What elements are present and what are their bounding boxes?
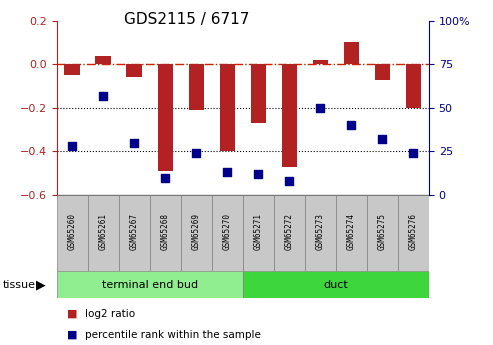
Text: GSM65276: GSM65276 xyxy=(409,213,418,250)
Bar xyxy=(344,42,359,64)
Text: GSM65268: GSM65268 xyxy=(161,213,170,250)
Text: log2 ratio: log2 ratio xyxy=(85,309,136,319)
Text: ■: ■ xyxy=(67,309,77,319)
Bar xyxy=(336,195,367,271)
Bar xyxy=(65,64,80,75)
Bar xyxy=(313,60,328,64)
Text: GSM65269: GSM65269 xyxy=(192,213,201,250)
Point xyxy=(161,175,169,180)
Text: ■: ■ xyxy=(67,330,77,339)
Point xyxy=(379,136,387,142)
Text: GSM65261: GSM65261 xyxy=(99,213,108,250)
Text: GSM65267: GSM65267 xyxy=(130,213,139,250)
Bar xyxy=(119,195,150,271)
Bar xyxy=(243,271,429,298)
Point xyxy=(223,169,231,175)
Point xyxy=(99,93,107,98)
Point xyxy=(68,144,76,149)
Point xyxy=(348,122,355,128)
Bar xyxy=(157,64,173,171)
Bar xyxy=(282,64,297,167)
Bar xyxy=(367,195,398,271)
Text: GSM65275: GSM65275 xyxy=(378,213,387,250)
Bar xyxy=(375,64,390,79)
Bar xyxy=(212,195,243,271)
Point xyxy=(192,150,200,156)
Bar xyxy=(150,195,181,271)
Bar xyxy=(250,64,266,123)
Bar xyxy=(305,195,336,271)
Text: ▶: ▶ xyxy=(35,278,45,291)
Bar xyxy=(96,56,111,64)
Point xyxy=(285,178,293,184)
Bar xyxy=(57,271,243,298)
Text: GSM65271: GSM65271 xyxy=(254,213,263,250)
Bar xyxy=(181,195,212,271)
Bar xyxy=(406,64,421,108)
Bar xyxy=(243,195,274,271)
Text: GDS2115 / 6717: GDS2115 / 6717 xyxy=(124,12,249,27)
Text: GSM65260: GSM65260 xyxy=(68,213,77,250)
Text: GSM65272: GSM65272 xyxy=(285,213,294,250)
Text: percentile rank within the sample: percentile rank within the sample xyxy=(85,330,261,339)
Text: duct: duct xyxy=(323,280,348,289)
Bar xyxy=(398,195,429,271)
Point xyxy=(410,150,418,156)
Point xyxy=(317,105,324,110)
Bar xyxy=(88,195,119,271)
Bar xyxy=(219,64,235,151)
Text: terminal end bud: terminal end bud xyxy=(102,280,198,289)
Point xyxy=(130,140,138,146)
Text: GSM65270: GSM65270 xyxy=(223,213,232,250)
Point xyxy=(254,171,262,177)
Text: GSM65274: GSM65274 xyxy=(347,213,356,250)
Bar xyxy=(274,195,305,271)
Text: GSM65273: GSM65273 xyxy=(316,213,325,250)
Text: tissue: tissue xyxy=(2,280,35,289)
Bar xyxy=(127,64,142,77)
Bar xyxy=(188,64,204,110)
Bar xyxy=(57,195,88,271)
